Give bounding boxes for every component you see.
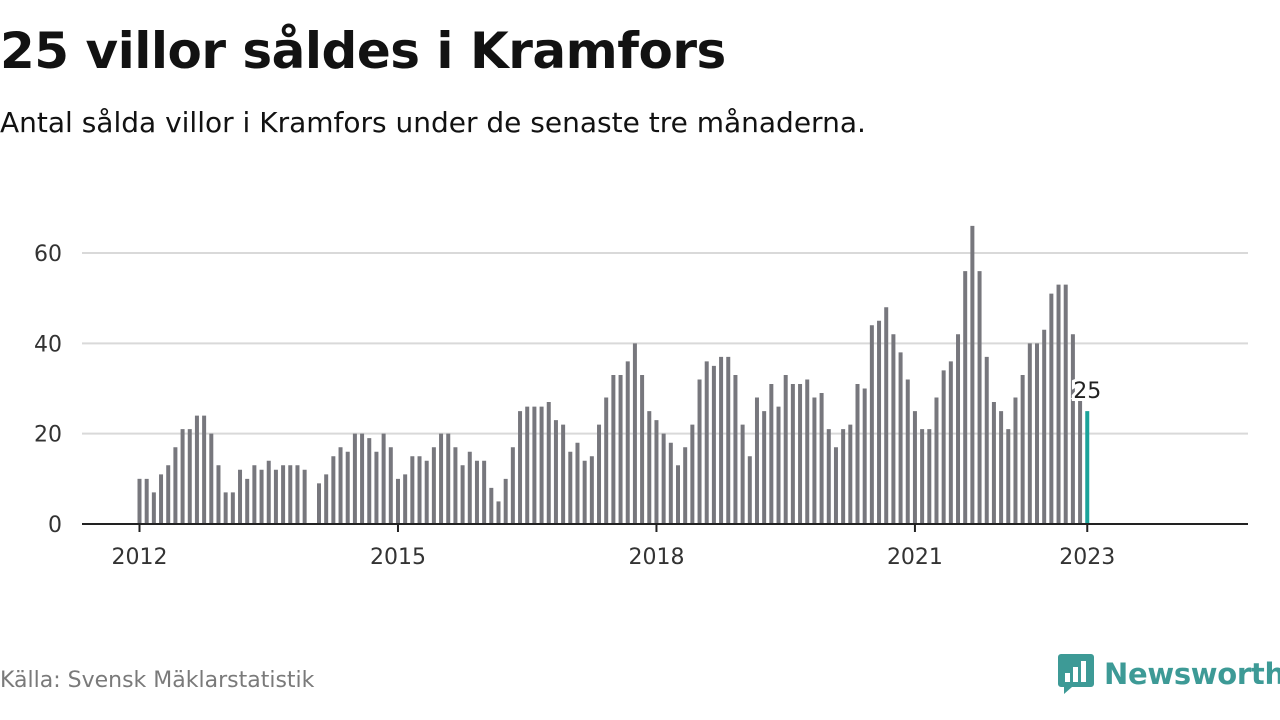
brand-name: Newsworthy — [1104, 657, 1280, 691]
source-note: Källa: Svensk Mäklarstatistik — [0, 668, 315, 693]
bar-chart-badge-icon — [1058, 654, 1094, 694]
x-tick-label: 2023 — [1059, 545, 1115, 570]
y-tick-label: 60 — [34, 242, 62, 267]
x-tick-label: 2021 — [887, 545, 943, 570]
chart-title: 25 villor såldes i Kramfors — [0, 22, 726, 80]
highlight-value-label: 25 — [1073, 379, 1101, 404]
chart-subtitle: Antal sålda villor i Kramfors under de s… — [0, 106, 866, 139]
x-tick-label: 2015 — [370, 545, 426, 570]
y-tick-label: 20 — [34, 423, 62, 448]
x-tick-label: 2018 — [628, 545, 684, 570]
y-tick-label: 0 — [48, 513, 62, 538]
y-tick-label: 40 — [34, 332, 62, 357]
bar-chart: 0 20 40 60 25 2012 2015 2018 2021 2023 — [34, 225, 1248, 570]
brand-logo: Newsworthy — [1058, 654, 1280, 694]
x-tick-label: 2012 — [112, 545, 168, 570]
